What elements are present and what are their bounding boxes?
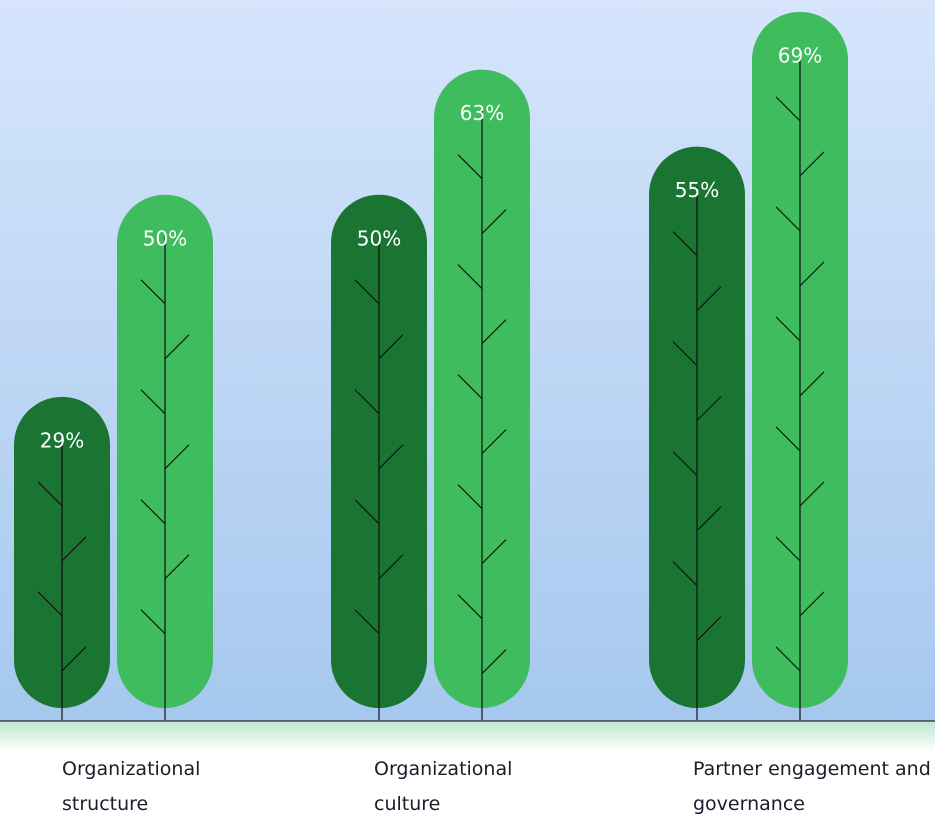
value-label: 69% [778,43,822,67]
value-label: 63% [460,101,504,125]
ground-band [0,722,935,752]
category-label: Organizational structure [62,752,232,814]
value-label: 29% [40,428,84,452]
category-label: Partner engagement and governance [693,752,933,814]
value-label: 50% [357,226,401,250]
value-label: 50% [143,226,187,250]
page: 29% 50% 55% 50% 63% 69% Organizational struct… [0,0,935,814]
category-label: Organizational culture [374,752,544,814]
value-label: 55% [675,178,719,202]
chart: 29% 50% 55% 50% 63% 69% [0,0,935,814]
